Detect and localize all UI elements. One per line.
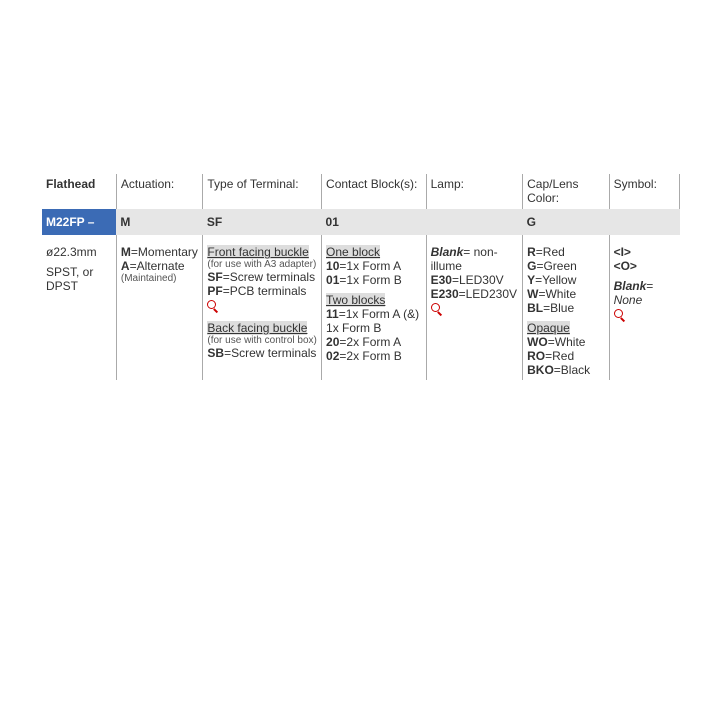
contact-one-title: One block <box>326 245 380 259</box>
cap-opaque-title: Opaque <box>527 321 570 335</box>
example-contact: 01 <box>322 209 427 235</box>
example-actuation: M <box>116 209 203 235</box>
cap-ro: RO=Red <box>527 349 604 363</box>
type-diameter: ø22.3mm <box>46 245 112 259</box>
header-lamp: Lamp: <box>426 174 523 209</box>
example-type: M22FP – <box>42 209 116 235</box>
col-terminal-body: Front facing buckle (for use with A3 ada… <box>203 235 322 380</box>
type-contact-form: SPST, or DPST <box>46 265 112 293</box>
col-actuation-body: M=Momentary A=Alternate (Maintained) <box>116 235 203 380</box>
header-row: Flathead Actuation: Type of Terminal: Co… <box>42 174 680 209</box>
example-cap: G <box>523 209 609 235</box>
options-row: ø22.3mm SPST, or DPST M=Momentary A=Alte… <box>42 235 680 380</box>
header-type: Flathead <box>42 174 116 209</box>
terminal-sb: SB=Screw terminals <box>207 346 317 360</box>
header-terminal: Type of Terminal: <box>203 174 322 209</box>
contact-10: 10=1x Form A <box>326 259 422 273</box>
lamp-blank: Blank= non-illume <box>431 245 519 273</box>
contact-20: 20=2x Form A <box>326 335 422 349</box>
terminal-back-sub: (for use with control box) <box>207 335 317 346</box>
contact-01: 01=1x Form B <box>326 273 422 287</box>
lamp-e230: E230=LED230V <box>431 287 519 301</box>
symbol-none: None <box>614 293 676 307</box>
col-symbol-body: <I> <O> Blank= None <box>609 235 679 380</box>
terminal-front-title: Front facing buckle <box>207 245 308 259</box>
contact-02: 02=2x Form B <box>326 349 422 363</box>
cap-wo: WO=White <box>527 335 604 349</box>
cap-bko: BKO=Black <box>527 363 604 377</box>
contact-11: 11=1x Form A (&) 1x Form B <box>326 307 422 335</box>
header-actuation: Actuation: <box>116 174 203 209</box>
header-contact: Contact Block(s): <box>322 174 427 209</box>
magnify-icon[interactable] <box>207 300 219 312</box>
lamp-e30: E30=LED30V <box>431 273 519 287</box>
header-symbol: Symbol: <box>609 174 679 209</box>
cap-blue: BL=Blue <box>527 301 604 315</box>
symbol-o: <O> <box>614 259 676 273</box>
symbol-blank: Blank= <box>614 279 676 293</box>
symbol-i: <I> <box>614 245 676 259</box>
example-terminal: SF <box>203 209 322 235</box>
cap-white: W=White <box>527 287 604 301</box>
terminal-sf: SF=Screw terminals <box>207 270 317 284</box>
col-type-body: ø22.3mm SPST, or DPST <box>42 235 116 380</box>
terminal-pf: PF=PCB terminals <box>207 284 317 298</box>
col-contact-body: One block 10=1x Form A 01=1x Form B Two … <box>322 235 427 380</box>
col-cap-body: R=Red G=Green Y=Yellow W=White BL=Blue O… <box>523 235 609 380</box>
cap-green: G=Green <box>527 259 604 273</box>
contact-two-title: Two blocks <box>326 293 385 307</box>
example-row: M22FP – M SF 01 G <box>42 209 680 235</box>
part-number-table-wrap: Flathead Actuation: Type of Terminal: Co… <box>0 0 720 380</box>
example-lamp <box>426 209 523 235</box>
part-number-table: Flathead Actuation: Type of Terminal: Co… <box>42 174 680 380</box>
header-cap: Cap/Lens Color: <box>523 174 609 209</box>
terminal-front-sub: (for use with A3 adapter) <box>207 259 317 270</box>
cap-yellow: Y=Yellow <box>527 273 604 287</box>
terminal-back-title: Back facing buckle <box>207 321 307 335</box>
actuation-alternate: A=Alternate <box>121 259 199 273</box>
magnify-icon[interactable] <box>431 303 443 315</box>
actuation-alternate-sub: (Maintained) <box>121 273 199 284</box>
col-lamp-body: Blank= non-illume E30=LED30V E230=LED230… <box>426 235 523 380</box>
actuation-momentary: M=Momentary <box>121 245 199 259</box>
magnify-icon[interactable] <box>614 309 626 321</box>
example-symbol <box>609 209 679 235</box>
cap-red: R=Red <box>527 245 604 259</box>
